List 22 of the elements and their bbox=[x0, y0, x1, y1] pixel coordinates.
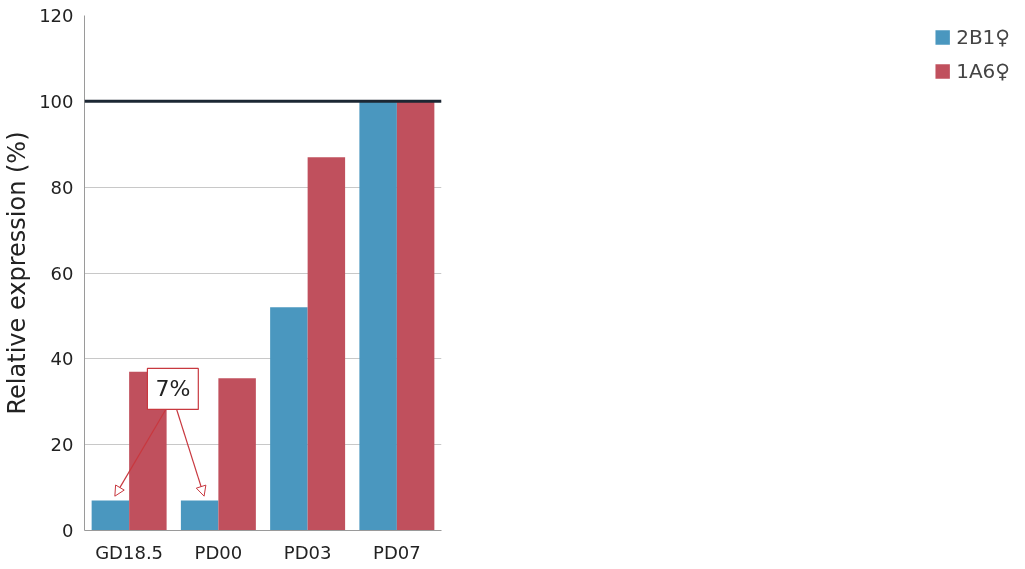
annotation: 7% bbox=[155, 376, 191, 402]
x-tick-label: GD18.5 bbox=[95, 541, 164, 563]
legend-label: 1A6♀ bbox=[956, 59, 1010, 83]
y-tick-label: 80 bbox=[50, 176, 74, 198]
y-tick-label: 60 bbox=[50, 262, 74, 284]
x-tick-label: PD00 bbox=[194, 541, 243, 563]
y-axis-title: Relative expression (%) bbox=[3, 131, 32, 415]
legend-label: 2B1♀ bbox=[956, 25, 1010, 49]
bar bbox=[180, 500, 219, 531]
bar bbox=[218, 378, 256, 531]
y-tick-label: 40 bbox=[50, 348, 74, 370]
y-tick-label: 120 bbox=[39, 5, 74, 26]
bar bbox=[359, 101, 397, 531]
bar bbox=[91, 500, 130, 531]
x-tick-label: PD07 bbox=[373, 541, 421, 563]
x-tick-label: PD03 bbox=[283, 541, 332, 563]
y-tick-label: 20 bbox=[50, 434, 74, 456]
y-tick-label: 100 bbox=[39, 90, 74, 112]
y-tick-label: 0 bbox=[62, 520, 74, 541]
bar bbox=[307, 157, 346, 531]
bar bbox=[270, 307, 308, 531]
bar bbox=[396, 101, 435, 531]
